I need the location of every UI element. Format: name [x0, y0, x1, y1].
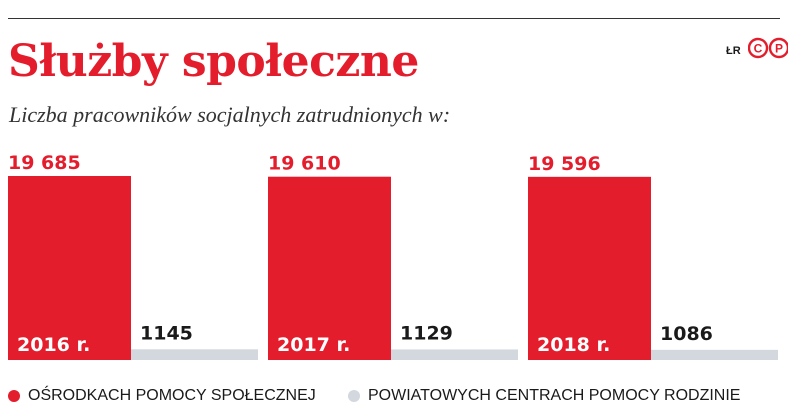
chart-subtitle: Liczba pracowników socjalnych zatrudnion…	[9, 102, 451, 127]
category-label-2016-r: 2016 r.	[17, 334, 90, 356]
legend-item-pcpr: POWIATOWYCH CENTRACH POMOCY RODZINIE	[348, 384, 740, 408]
top-rule	[8, 18, 780, 19]
legend-item-osrodki: OŚRODKACH POMOCY SPOŁECZNEJ	[8, 384, 316, 408]
bar-pcpr-2017-r	[391, 349, 518, 360]
publisher-logo: C P	[748, 37, 788, 59]
category-label-2018-r: 2018 r.	[537, 334, 610, 356]
bar-chart: 19 685 2016 r. 1145 19 610 2017 r. 1129 19 596…	[8, 152, 778, 360]
legend: OŚRODKACH POMOCY SPOŁECZNEJ POWIATOWYCH …	[8, 384, 788, 408]
value-label-osrodki-2016-r: 19 685	[8, 152, 81, 174]
svg-text:C: C	[754, 42, 763, 56]
legend-marker-pcpr	[348, 390, 360, 402]
legend-label-osrodki: OŚRODKACH POMOCY SPOŁECZNEJ	[28, 387, 316, 404]
bar-pcpr-2016-r	[131, 349, 258, 360]
category-label-2017-r: 2017 r.	[277, 334, 350, 356]
legend-marker-osrodki	[8, 390, 20, 402]
chart-title: Służby społeczne	[8, 36, 419, 87]
value-label-pcpr-2018-r: 1086	[660, 323, 713, 345]
legend-label-pcpr: POWIATOWYCH CENTRACH POMOCY RODZINIE	[368, 387, 741, 404]
bar-osrodki-2016-r	[8, 176, 131, 360]
value-label-osrodki-2018-r: 19 596	[528, 153, 601, 175]
bar-pcpr-2018-r	[651, 349, 778, 360]
value-label-pcpr-2016-r: 1145	[140, 322, 193, 344]
value-label-pcpr-2017-r: 1129	[400, 322, 453, 344]
author-credit: ŁR	[726, 45, 741, 57]
bar-osrodki-2018-r	[528, 176, 651, 360]
bar-osrodki-2017-r	[268, 176, 391, 360]
value-label-osrodki-2017-r: 19 610	[268, 153, 341, 175]
svg-text:P: P	[775, 42, 783, 56]
